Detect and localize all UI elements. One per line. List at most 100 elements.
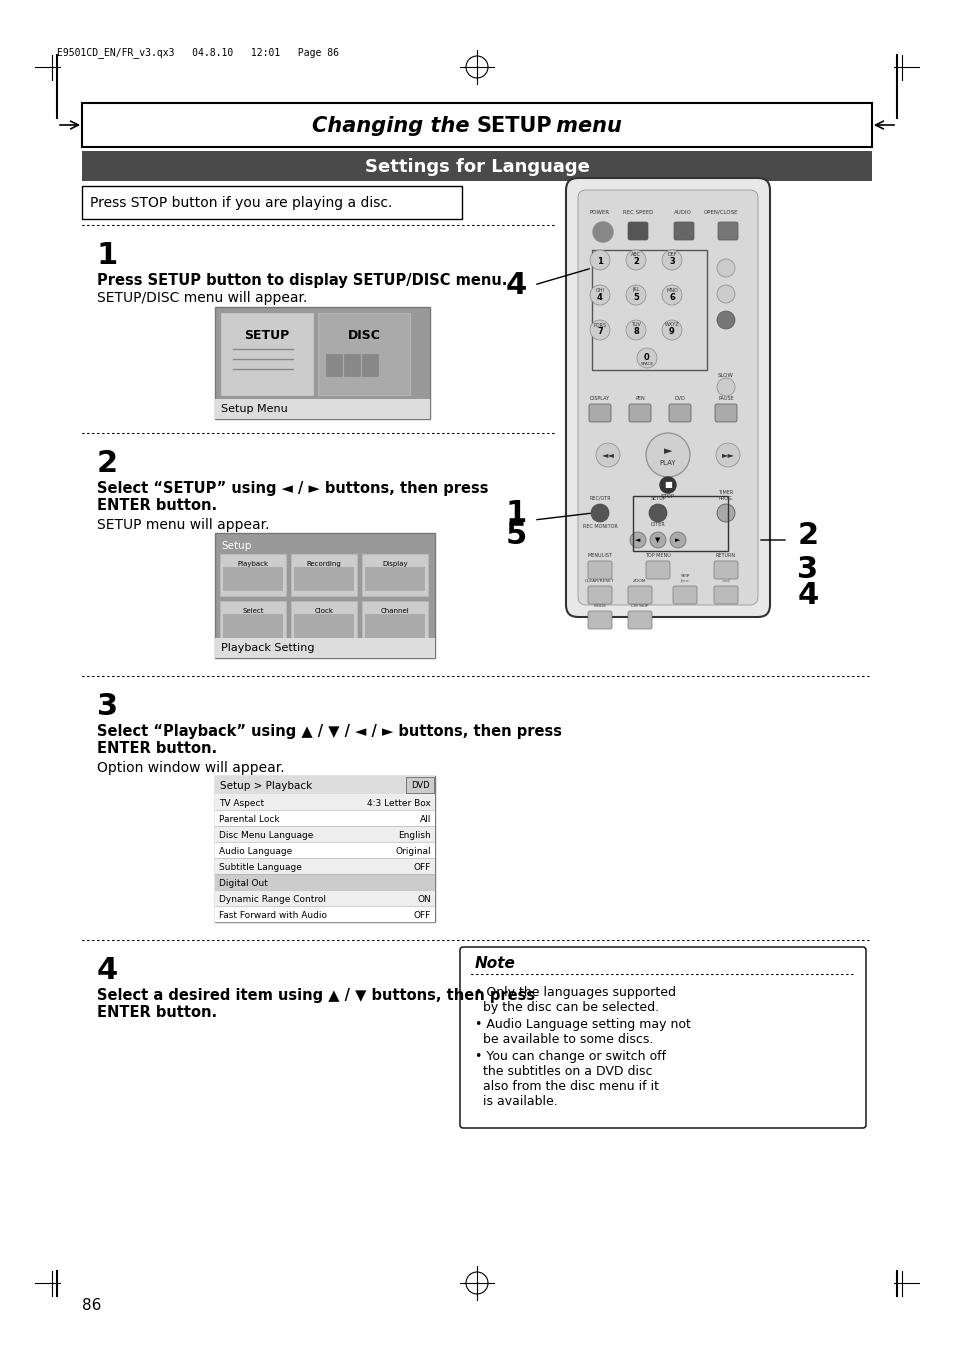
Text: Recording: Recording <box>306 561 341 567</box>
Text: SETUP: SETUP <box>650 496 665 501</box>
Text: ENTER button.: ENTER button. <box>97 499 217 513</box>
FancyBboxPatch shape <box>317 313 410 394</box>
Text: CLEAR/RESET: CLEAR/RESET <box>584 580 614 584</box>
Text: OPEN/CLOSE: OPEN/CLOSE <box>703 209 738 215</box>
Text: DEF: DEF <box>666 253 676 258</box>
FancyBboxPatch shape <box>82 103 871 147</box>
Text: DVD: DVD <box>410 781 429 790</box>
Text: Option window will appear.: Option window will appear. <box>97 761 284 775</box>
FancyBboxPatch shape <box>672 586 697 604</box>
FancyBboxPatch shape <box>214 307 430 419</box>
Text: 7: 7 <box>597 327 602 336</box>
Text: Disc Menu Language: Disc Menu Language <box>219 831 313 839</box>
Text: Dynamic Range Control: Dynamic Range Control <box>219 894 326 904</box>
FancyBboxPatch shape <box>326 354 341 376</box>
Text: RETURN: RETURN <box>715 553 736 558</box>
FancyBboxPatch shape <box>361 554 428 596</box>
Text: ►►: ►► <box>720 450 734 459</box>
Text: MENULIST: MENULIST <box>587 553 612 558</box>
Text: 2: 2 <box>797 520 818 550</box>
Text: also from the disc menu if it: also from the disc menu if it <box>475 1079 659 1093</box>
Text: SKIP
>>|: SKIP >>| <box>720 574 730 584</box>
Text: DISC: DISC <box>347 330 380 342</box>
Circle shape <box>717 378 734 396</box>
Circle shape <box>659 477 676 493</box>
FancyBboxPatch shape <box>587 586 612 604</box>
Text: GHI: GHI <box>595 288 604 293</box>
FancyBboxPatch shape <box>294 613 354 638</box>
Circle shape <box>717 311 734 330</box>
Text: Setup > Playback: Setup > Playback <box>220 781 312 790</box>
Text: Subtitle Language: Subtitle Language <box>219 862 301 871</box>
Text: Fast Forward with Audio: Fast Forward with Audio <box>219 911 327 920</box>
Text: PAUSE: PAUSE <box>718 396 733 401</box>
Circle shape <box>625 250 645 270</box>
Circle shape <box>717 504 734 521</box>
Text: 4: 4 <box>797 581 818 609</box>
Text: WXYZ: WXYZ <box>664 323 679 327</box>
Text: TUV: TUV <box>630 323 640 327</box>
FancyBboxPatch shape <box>588 404 610 422</box>
Circle shape <box>625 285 645 305</box>
Text: PLAY: PLAY <box>659 459 676 466</box>
Circle shape <box>645 434 689 477</box>
FancyBboxPatch shape <box>627 611 651 630</box>
Circle shape <box>661 285 681 305</box>
Text: 3: 3 <box>668 258 674 266</box>
Text: 1: 1 <box>97 240 118 270</box>
Text: OFF: OFF <box>414 862 431 871</box>
FancyBboxPatch shape <box>361 601 428 643</box>
Text: is available.: is available. <box>475 1096 558 1108</box>
Text: TV Aspect: TV Aspect <box>219 798 264 808</box>
Text: ABC: ABC <box>630 253 640 258</box>
Text: SETUP/DISC menu will appear.: SETUP/DISC menu will appear. <box>97 290 307 305</box>
Text: Changing the: Changing the <box>312 116 476 136</box>
Text: PQRS: PQRS <box>593 323 606 327</box>
Text: 2: 2 <box>97 449 118 478</box>
Text: REC/OTR: REC/OTR <box>589 496 610 501</box>
Text: All: All <box>419 815 431 824</box>
Text: CM SKIP: CM SKIP <box>631 604 648 608</box>
Text: 8: 8 <box>633 327 639 336</box>
FancyBboxPatch shape <box>223 613 283 638</box>
Circle shape <box>661 320 681 340</box>
FancyBboxPatch shape <box>365 567 424 590</box>
Text: ■: ■ <box>663 481 671 489</box>
Text: Original: Original <box>395 847 431 855</box>
FancyBboxPatch shape <box>214 775 435 921</box>
FancyBboxPatch shape <box>214 842 435 858</box>
Text: Select “SETUP” using ◄ / ► buttons, then press: Select “SETUP” using ◄ / ► buttons, then… <box>97 481 488 496</box>
Text: AUDIO: AUDIO <box>674 209 691 215</box>
Text: E9501CD_EN/FR_v3.qx3   04.8.10   12:01   Page 86: E9501CD_EN/FR_v3.qx3 04.8.10 12:01 Page … <box>57 47 338 58</box>
Text: Clock: Clock <box>314 608 334 613</box>
Circle shape <box>669 532 685 549</box>
Text: Audio Language: Audio Language <box>219 847 292 855</box>
FancyBboxPatch shape <box>344 354 359 376</box>
Text: ►: ► <box>663 446 672 457</box>
FancyBboxPatch shape <box>587 611 612 630</box>
Text: be available to some discs.: be available to some discs. <box>475 1034 653 1046</box>
Text: ENTER button.: ENTER button. <box>97 740 217 757</box>
Text: Parental Lock: Parental Lock <box>219 815 279 824</box>
Text: Display: Display <box>382 561 407 567</box>
Text: 1: 1 <box>505 499 526 527</box>
Circle shape <box>589 285 609 305</box>
Text: REC MONITOR: REC MONITOR <box>582 524 617 530</box>
Text: ON: ON <box>416 894 431 904</box>
FancyBboxPatch shape <box>628 404 650 422</box>
FancyBboxPatch shape <box>214 907 435 921</box>
FancyBboxPatch shape <box>713 561 738 580</box>
Text: Channel: Channel <box>380 608 409 613</box>
FancyBboxPatch shape <box>459 947 865 1128</box>
Text: DISPLAY: DISPLAY <box>589 396 609 401</box>
FancyBboxPatch shape <box>714 404 737 422</box>
Text: ▼: ▼ <box>723 297 727 303</box>
Text: CITY: CITY <box>720 322 730 326</box>
Text: CH: CH <box>721 265 729 269</box>
Text: PEN: PEN <box>635 396 644 401</box>
Text: Select: Select <box>242 608 263 613</box>
FancyBboxPatch shape <box>214 399 430 419</box>
Text: STOP: STOP <box>660 494 675 500</box>
FancyBboxPatch shape <box>221 313 313 394</box>
FancyBboxPatch shape <box>587 561 612 580</box>
